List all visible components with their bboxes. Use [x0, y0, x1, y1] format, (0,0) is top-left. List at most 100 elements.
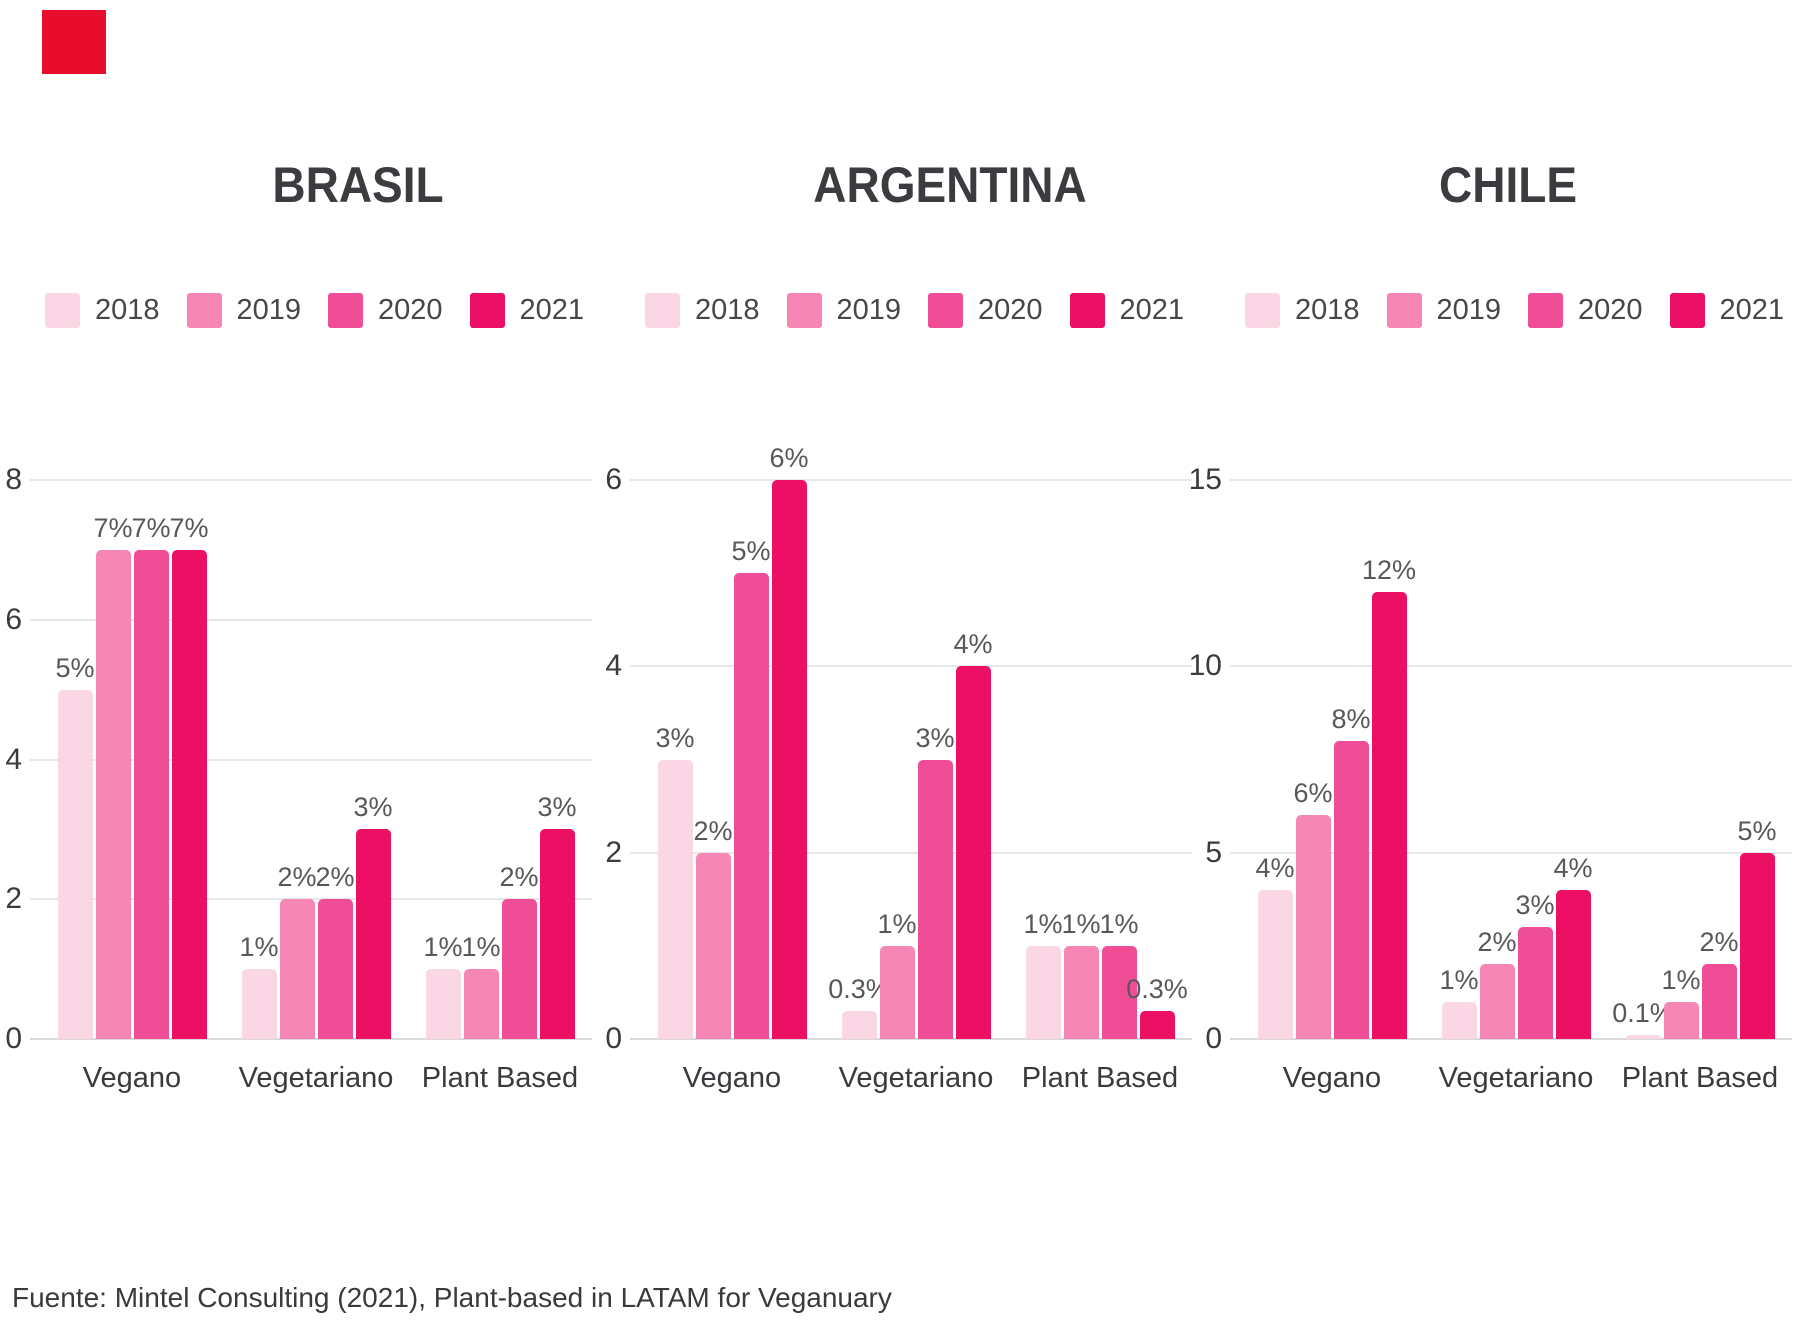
bar-2021 [539, 829, 575, 1039]
bar-2021 [955, 666, 991, 1039]
bar-2018 [241, 969, 277, 1039]
category-label: Vegetariano [238, 1062, 394, 1094]
legend-year-label: 2019 [836, 294, 902, 326]
bar-value-label: 8% [1331, 703, 1371, 734]
legend-year-label: 2020 [378, 294, 443, 326]
bar-value-label: 6% [1293, 778, 1333, 809]
bar-2018 [841, 1011, 877, 1039]
legend-swatch-2019 [186, 293, 222, 328]
legend-item: 2021 [1669, 293, 1785, 328]
gridline [1230, 665, 1792, 668]
bar-2020 [1101, 945, 1137, 1039]
gridline [1230, 851, 1792, 854]
chart-title: CHILE [1439, 157, 1577, 213]
legend-swatch-2019 [786, 293, 822, 328]
legend-item: 2020 [328, 293, 443, 328]
gridline [30, 1038, 592, 1040]
legend-item: 2020 [928, 293, 1043, 328]
bar-value-label: 1% [1061, 908, 1101, 939]
bar-value-label: 7% [131, 512, 171, 543]
bar-value-label: 1% [461, 932, 501, 963]
bar-value-label: 4% [1255, 852, 1295, 883]
legend-year-label: 2019 [236, 294, 302, 326]
legend-swatch-2021 [1069, 293, 1105, 328]
bar-2019 [1063, 945, 1099, 1039]
y-tick-label: 6 [5, 602, 22, 636]
y-tick-label: 5 [1205, 835, 1222, 869]
gridline [30, 618, 592, 621]
legend-year-label: 2021 [1719, 294, 1785, 326]
y-tick-label: 0 [5, 1022, 22, 1055]
bar-2019 [695, 852, 731, 1039]
bar-2021 [355, 829, 391, 1039]
bar-value-label: 12% [1361, 554, 1417, 585]
bar-2019 [879, 945, 915, 1039]
bar-value-label: 5% [55, 652, 95, 683]
bar-2019 [463, 969, 499, 1039]
legend-item: 2020 [1528, 293, 1643, 328]
bar-2020 [133, 549, 169, 1039]
bar-value-label: 3% [655, 722, 695, 753]
bar-value-label: 2% [1699, 927, 1739, 958]
bar-2021 [771, 480, 807, 1039]
legend-swatch-2018 [1245, 293, 1280, 328]
bar-value-label: 2% [1477, 927, 1517, 958]
bar-2021 [1739, 852, 1775, 1039]
legend: 2018 2019 2020 2021 [45, 293, 584, 328]
legend-item: 2018 [45, 293, 160, 328]
bar-value-label: 1% [1439, 964, 1479, 995]
bar-2021 [1555, 889, 1591, 1039]
bar-value-label: 1% [877, 908, 917, 939]
bar-2021 [1139, 1011, 1175, 1039]
bar-value-label: 7% [93, 512, 133, 543]
bar-2019 [95, 549, 131, 1039]
legend-item: 2019 [186, 293, 302, 328]
legend-swatch-2019 [1386, 293, 1422, 328]
bar-value-label: 6% [769, 443, 809, 473]
bar-2019 [1295, 815, 1331, 1039]
bar-2018 [57, 689, 93, 1039]
gridline [1230, 479, 1792, 481]
bar-2020 [1701, 964, 1737, 1039]
bar-2019 [279, 899, 315, 1039]
category-label: Vegano [82, 1062, 182, 1094]
legend-item: 2018 [1245, 293, 1360, 328]
bar-value-label: 2% [693, 815, 733, 846]
legend-item: 2021 [469, 293, 584, 328]
bar-value-label: 3% [915, 722, 955, 753]
gridline [30, 758, 592, 761]
bar-value-label: 4% [1553, 852, 1593, 883]
legend-swatch-2021 [1669, 293, 1705, 328]
bar-2020 [1333, 740, 1369, 1039]
bar-2018 [1257, 889, 1293, 1039]
bar-value-label: 1% [1023, 908, 1063, 939]
y-tick-label: 0 [1205, 1022, 1222, 1055]
bar-value-label: 3% [353, 792, 393, 823]
y-tick-label: 2 [5, 882, 22, 916]
bar-2018 [425, 969, 461, 1039]
y-tick-label: 8 [5, 463, 22, 496]
brand-accent-square [42, 10, 106, 74]
bar-value-label: 2% [277, 862, 317, 893]
bar-2020 [317, 899, 353, 1039]
bar-2020 [501, 899, 537, 1039]
bar-value-label: 5% [731, 536, 771, 567]
bar-value-label: 7% [169, 512, 209, 543]
category-label: Plant Based [1021, 1062, 1179, 1094]
legend-swatch-2018 [45, 293, 80, 328]
bar-2019 [1479, 964, 1515, 1039]
bar-2019 [1663, 1001, 1699, 1039]
legend-swatch-2020 [328, 293, 364, 328]
bar-value-label: 1% [1099, 908, 1139, 939]
bar-2021 [1371, 591, 1407, 1039]
legend-year-label: 2020 [978, 294, 1043, 326]
bar-2018 [1625, 1035, 1661, 1039]
bar-2020 [917, 759, 953, 1039]
gridline [630, 851, 1192, 854]
category-label: Vegano [1282, 1062, 1382, 1094]
source-note: Fuente: Mintel Consulting (2021), Plant-… [12, 1282, 892, 1313]
y-tick-label: 0 [605, 1022, 622, 1055]
gridline [30, 479, 592, 481]
bar-value-label: 2% [499, 862, 539, 893]
gridline [630, 665, 1192, 668]
